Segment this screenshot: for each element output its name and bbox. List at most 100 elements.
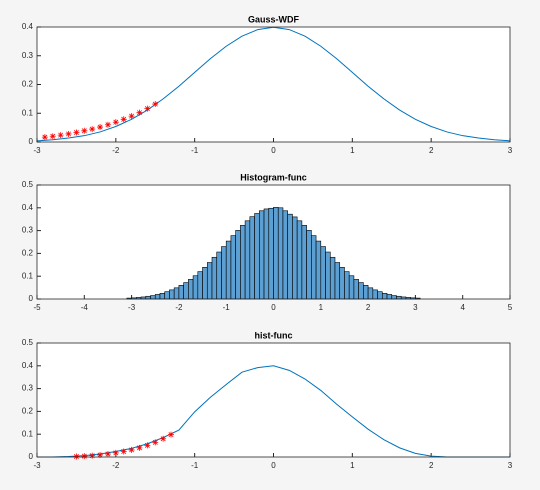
bar	[268, 207, 274, 300]
bar	[259, 210, 265, 300]
bar	[377, 291, 383, 300]
x-tick-label: -2	[112, 461, 120, 470]
bar	[159, 292, 166, 300]
x-tick-label: -2	[112, 146, 120, 155]
x-tick-label: -3	[33, 146, 41, 155]
x-tick-label: -5	[33, 303, 41, 312]
bar	[221, 246, 227, 300]
bar	[396, 295, 402, 300]
x-tick-label: 3	[413, 303, 418, 312]
x-tick-label: 1	[319, 303, 324, 312]
marker	[152, 439, 159, 446]
bar	[325, 251, 331, 300]
y-tick-label: 0.3	[22, 51, 34, 60]
marker	[65, 130, 72, 137]
bar	[334, 262, 341, 300]
bar	[211, 256, 218, 300]
bar	[363, 285, 369, 300]
y-tick-label: 0.4	[22, 203, 34, 212]
marker	[89, 126, 96, 133]
x-tick-label: -1	[191, 146, 199, 155]
bar	[173, 287, 180, 300]
bar	[320, 246, 326, 300]
bar	[287, 213, 293, 300]
bar	[353, 279, 359, 300]
bar	[292, 216, 298, 300]
x-tick-label: -4	[81, 303, 89, 312]
marker	[41, 134, 48, 141]
subplot-title: hist-func	[255, 330, 293, 340]
bar	[240, 225, 246, 300]
bar	[192, 275, 199, 300]
marker	[120, 116, 127, 123]
x-tick-label: -1	[191, 461, 199, 470]
bar	[348, 275, 355, 300]
bar	[282, 210, 288, 300]
bar	[249, 216, 255, 300]
x-tick-label: 1	[350, 461, 355, 470]
x-tick-label: 1	[350, 146, 355, 155]
marker	[160, 435, 167, 442]
bar	[306, 230, 312, 300]
x-tick-label: 3	[508, 461, 513, 470]
x-tick-label: 2	[429, 461, 434, 470]
bar	[358, 282, 364, 300]
y-tick-label: 0.2	[22, 407, 34, 416]
bar	[311, 235, 317, 300]
bar	[164, 291, 170, 300]
bar	[273, 207, 279, 300]
bar	[183, 282, 189, 300]
marker	[152, 101, 159, 108]
marker	[89, 452, 96, 459]
y-tick-label: 0.5	[22, 338, 34, 347]
bar	[367, 287, 374, 300]
x-tick-label: -3	[128, 303, 136, 312]
axes-box	[36, 342, 511, 458]
marker	[144, 442, 151, 449]
marker	[73, 129, 80, 136]
y-tick-label: 0.2	[22, 80, 34, 89]
y-tick-label: 0	[29, 294, 34, 303]
bar	[372, 289, 378, 300]
x-tick-label: -3	[33, 461, 41, 470]
marker	[97, 124, 104, 131]
x-tick-label: 0	[271, 461, 276, 470]
marker	[112, 119, 119, 126]
axes-box	[36, 26, 511, 143]
x-tick-label: 5	[508, 303, 513, 312]
x-tick-label: -2	[175, 303, 183, 312]
x-tick-label: 2	[366, 303, 371, 312]
y-tick-label: 0.3	[22, 226, 34, 235]
bar	[315, 240, 322, 300]
marker	[112, 449, 119, 456]
y-tick-label: 0	[29, 452, 34, 461]
marker	[168, 431, 175, 438]
bar	[381, 292, 388, 300]
subplot-title: Histogram-func	[240, 172, 307, 182]
bar	[263, 208, 270, 300]
marker	[81, 453, 88, 460]
subplot: Gauss-WDF 0 0.1 0.2 0.3 0.4 -3 -2 -1 0 1 2 3	[22, 14, 513, 155]
y-tick-label: 0.4	[22, 361, 34, 370]
axes-box	[36, 184, 511, 300]
bar	[145, 295, 151, 300]
bar	[235, 230, 241, 300]
subplot: hist-func 0 0.1 0.2 0.3 0.4 0.5 -3 -2 -1 0 1 2 3	[22, 330, 513, 470]
bar	[188, 279, 194, 300]
marker	[128, 446, 135, 453]
marker	[81, 127, 88, 134]
bar	[277, 207, 284, 300]
y-tick-label: 0.1	[22, 108, 34, 117]
bar	[386, 294, 393, 300]
bar	[178, 285, 184, 300]
bar	[225, 240, 232, 300]
bar	[216, 251, 222, 300]
y-tick-label: 0.4	[22, 22, 34, 31]
x-tick-label: 0	[271, 303, 276, 312]
y-tick-label: 0.5	[22, 180, 34, 189]
bar	[344, 271, 350, 300]
marker	[128, 113, 135, 120]
bar	[296, 220, 303, 300]
